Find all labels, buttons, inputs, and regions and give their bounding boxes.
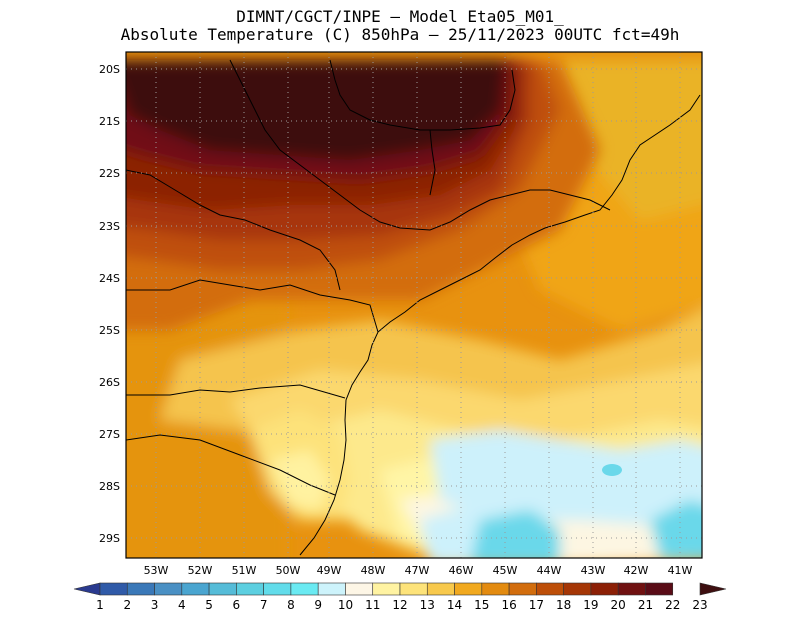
lat-label: 26S xyxy=(99,376,120,389)
lon-label: 51W xyxy=(232,564,257,577)
graticule xyxy=(126,52,702,558)
map-frame xyxy=(125,51,703,559)
lon-label: 50W xyxy=(276,564,301,577)
colorbar-label: 11 xyxy=(365,598,380,612)
colorbar-swatch xyxy=(317,582,346,596)
colorbar-swatch xyxy=(454,582,483,596)
lat-label: 28S xyxy=(99,480,120,493)
colorbar-swatch xyxy=(345,582,374,596)
lat-label: 29S xyxy=(99,532,120,545)
lon-label: 42W xyxy=(624,564,649,577)
colorbar-swatch xyxy=(208,582,237,596)
lat-label: 24S xyxy=(99,272,120,285)
colorbar-label: 8 xyxy=(287,598,295,612)
lon-label: 53W xyxy=(144,564,169,577)
colorbar-swatch xyxy=(617,582,646,596)
colorbar-label: 5 xyxy=(205,598,213,612)
lat-label: 23S xyxy=(99,220,120,233)
lon-label: 41W xyxy=(668,564,693,577)
colorbar-label: 16 xyxy=(501,598,516,612)
cool-spot xyxy=(602,464,622,476)
colorbar-swatch xyxy=(481,582,510,596)
lat-label: 22S xyxy=(99,167,120,180)
colorbar-swatch xyxy=(181,582,210,596)
lon-label: 44W xyxy=(537,564,562,577)
colorbar-label: 10 xyxy=(338,598,353,612)
map-title-line2: Absolute Temperature (C) 850hPa — 25/11/… xyxy=(120,25,680,44)
colorbar-swatch xyxy=(372,582,401,596)
lat-label: 21S xyxy=(99,115,120,128)
colorbar-arrow-high xyxy=(699,582,727,596)
coastlines-borders xyxy=(126,59,701,556)
colorbar-label: 3 xyxy=(151,598,159,612)
colorbar-label: 1 xyxy=(96,598,104,612)
colorbar-swatch xyxy=(399,582,428,596)
colorbar-label: 13 xyxy=(420,598,435,612)
colorbar-label: 15 xyxy=(474,598,489,612)
colorbar-arrow-low xyxy=(73,582,101,596)
colorbar-swatch xyxy=(236,582,264,596)
lon-label: 43W xyxy=(581,564,606,577)
lat-label: 25S xyxy=(99,324,120,337)
lon-label: 49W xyxy=(317,564,342,577)
colorbar-swatch xyxy=(426,582,455,596)
colorbar-label: 6 xyxy=(233,598,241,612)
colorbar-label: 19 xyxy=(583,598,598,612)
latitude-labels: 20S 21S 22S 23S 24S 25S 26S 27S 28S 29S xyxy=(99,63,120,545)
colorbar-swatch xyxy=(508,582,537,596)
colorbar-swatch xyxy=(290,582,319,596)
temperature-field xyxy=(126,52,702,558)
lon-label: 45W xyxy=(493,564,518,577)
lon-label: 46W xyxy=(449,564,474,577)
colorbar-swatch xyxy=(154,582,183,596)
colorbar-label: 14 xyxy=(447,598,462,612)
colorbar-swatch xyxy=(126,582,155,596)
lat-label: 27S xyxy=(99,428,120,441)
colorbar-label: 17 xyxy=(529,598,544,612)
lon-label: 52W xyxy=(188,564,213,577)
colorbar-swatch xyxy=(99,582,128,596)
colorbar-label: 9 xyxy=(314,598,322,612)
colorbar-label: 20 xyxy=(611,598,626,612)
colorbar-label: 21 xyxy=(638,598,653,612)
lat-label: 20S xyxy=(99,63,120,76)
colorbar-swatch xyxy=(536,582,564,596)
colorbar-label: 2 xyxy=(123,598,131,612)
longitude-labels: 53W 52W 51W 50W 49W 48W 47W 46W 45W 44W … xyxy=(144,564,693,577)
colorbar-swatch xyxy=(590,582,619,596)
colorbar-swatch xyxy=(563,582,592,596)
colorbar-swatch xyxy=(645,582,674,596)
lon-label: 47W xyxy=(405,564,430,577)
colorbar-label: 4 xyxy=(178,598,186,612)
colorbar-label: 7 xyxy=(260,598,268,612)
colorbar-label: 23 xyxy=(692,598,707,612)
colorbar: 1 2 3 4 5 6 7 8 9 10 11 12 13 14 15 16 17 18 19 20 21 22 23 xyxy=(73,582,727,612)
colorbar-label: 18 xyxy=(556,598,571,612)
colorbar-label: 22 xyxy=(665,598,680,612)
map-title-line1: DIMNT/CGCT/INPE — Model Eta05_M01_ xyxy=(236,7,564,26)
lon-label: 48W xyxy=(361,564,386,577)
colorbar-label: 12 xyxy=(392,598,407,612)
colorbar-swatch xyxy=(263,582,292,596)
